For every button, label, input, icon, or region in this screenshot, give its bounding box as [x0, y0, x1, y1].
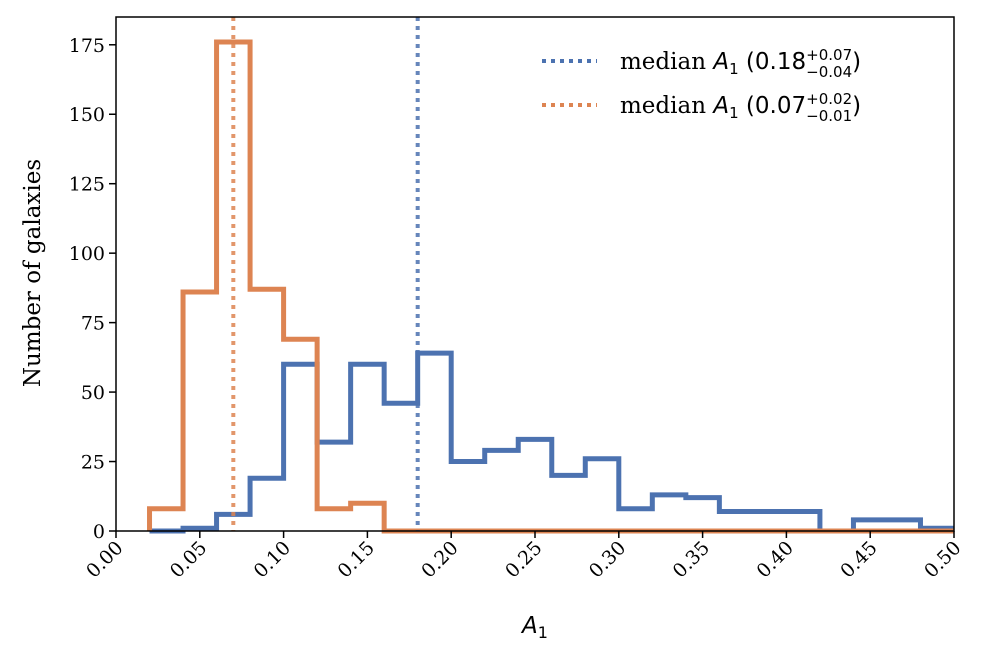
y-axis-title: Number of galaxies	[20, 159, 46, 387]
y-tick-label: 25	[81, 452, 105, 474]
x-tick-label: 0.20	[417, 537, 462, 582]
x-tick-label: 0.35	[669, 537, 714, 582]
legend-label-blue: median A1 (0.18+0.07 −0.04)	[620, 46, 861, 81]
x-axis-title-var: A	[520, 613, 538, 639]
legend-entry-blue: median A1 (0.18+0.07 −0.04)	[542, 46, 861, 81]
histogram-step-blue	[149, 350, 954, 534]
x-tick-label: 0.10	[250, 537, 295, 582]
y-tick-label: 125	[69, 174, 105, 196]
x-axis-title-sub: 1	[538, 623, 548, 642]
y-tick-label: 175	[69, 35, 105, 57]
y-tick-label: 0	[93, 521, 105, 543]
legend: median A1 (0.18+0.07 −0.04) median A1 (0.…	[542, 46, 861, 125]
x-axis-title: A1	[520, 613, 548, 642]
y-tick-label: 100	[69, 243, 105, 265]
y-tick-label: 50	[81, 382, 105, 404]
y-axis: 0 25 50 75 100 125 150 175	[69, 35, 116, 543]
x-tick-label: 0.25	[501, 537, 546, 582]
x-tick-label: 0.05	[166, 537, 211, 582]
legend-label-orange: median A1 (0.07+0.02 −0.01)	[620, 90, 861, 125]
y-tick-label: 75	[81, 313, 105, 335]
x-tick-label: 0.00	[82, 537, 127, 582]
y-tick-label: 150	[69, 104, 105, 126]
x-tick-label: 0.30	[585, 537, 630, 582]
x-tick-label: 0.15	[333, 537, 378, 582]
x-tick-label: 0.50	[920, 537, 965, 582]
x-tick-label: 0.45	[836, 537, 881, 582]
x-axis: 0.00 0.05 0.10 0.15 0.20 0.25 0.30 0.35 0.40 0.45…	[82, 531, 966, 582]
x-tick-label: 0.40	[752, 537, 797, 582]
plot-frame	[115, 16, 955, 532]
legend-entry-orange: median A1 (0.07+0.02 −0.01)	[542, 90, 861, 125]
